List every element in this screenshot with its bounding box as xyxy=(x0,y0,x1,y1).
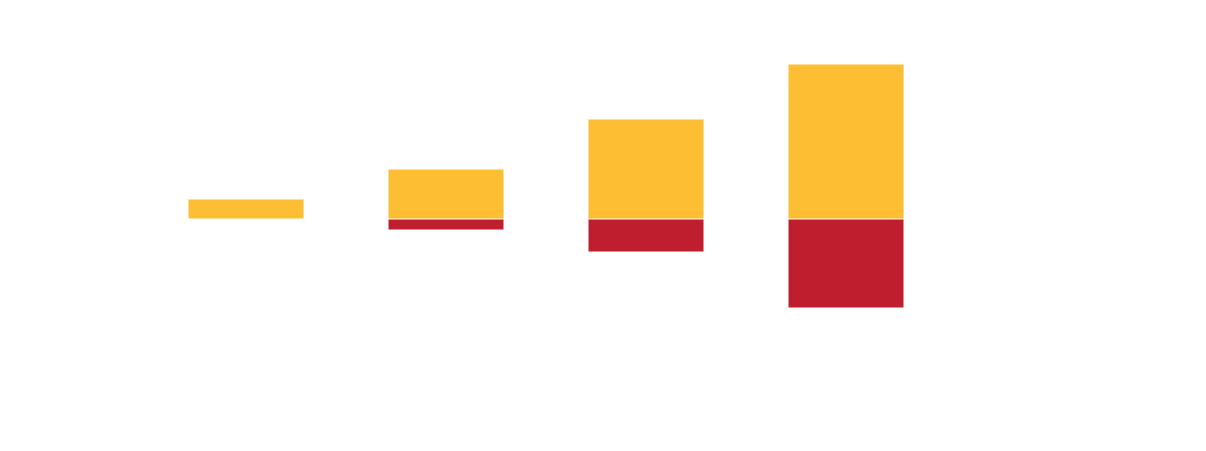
negative-bar-4 xyxy=(787,218,905,309)
positive-bar-4 xyxy=(787,63,905,220)
positive-bar-2 xyxy=(387,168,505,220)
negative-bar-3 xyxy=(587,218,705,253)
positive-bar-3 xyxy=(587,118,705,220)
negative-bar-2 xyxy=(387,218,505,231)
bars-layer xyxy=(187,63,905,309)
positive-bar-1 xyxy=(187,198,305,220)
